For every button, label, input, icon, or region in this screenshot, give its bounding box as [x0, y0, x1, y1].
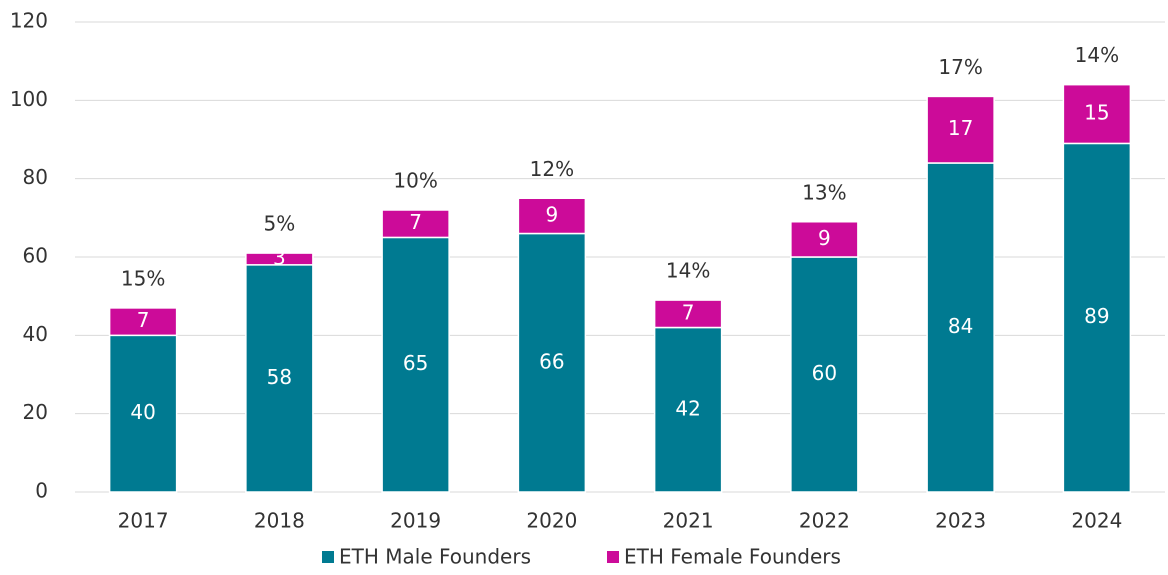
data-label: 9 [818, 226, 831, 250]
y-tick-label: 20 [23, 400, 48, 424]
bar-segment [108, 307, 178, 337]
y-tick-label: 60 [23, 244, 48, 268]
x-tick-label: 2021 [663, 509, 714, 533]
data-label: 42 [675, 396, 700, 420]
data-label: 89 [1084, 304, 1109, 328]
data-label: 9 [546, 202, 559, 226]
bar-segment [245, 252, 314, 266]
bar-segment [653, 299, 723, 329]
annotation: 5% [264, 212, 296, 236]
data-label: 3 [273, 245, 286, 269]
data-label: 17 [948, 116, 973, 140]
data-label: 65 [403, 351, 428, 375]
bar-segment [790, 256, 859, 493]
bar-segment [1062, 142, 1132, 493]
annotation: 13% [802, 180, 846, 204]
x-tick-label: 2017 [118, 509, 169, 533]
x-tick-label: 2022 [799, 509, 850, 533]
data-label: 66 [539, 349, 564, 373]
legend-swatch [322, 551, 334, 563]
annotation: 14% [666, 259, 710, 283]
x-tick-label: 2023 [935, 509, 986, 533]
annotation: 14% [1075, 43, 1119, 67]
data-label: 40 [130, 400, 155, 424]
annotation: 17% [938, 55, 982, 79]
y-tick-label: 40 [23, 322, 48, 346]
bar-segment [1062, 83, 1132, 145]
data-label: 7 [137, 308, 150, 332]
x-tick-label: 2018 [254, 509, 305, 533]
data-label: 58 [267, 365, 292, 389]
y-tick-label: 80 [23, 165, 48, 189]
bar-segment [245, 264, 314, 493]
bar-segment [517, 232, 587, 493]
bar-segment [381, 209, 450, 239]
y-tick-label: 120 [10, 9, 48, 33]
x-tick-label: 2019 [390, 509, 441, 533]
data-label: 7 [682, 300, 695, 324]
bar-segment [653, 326, 723, 493]
bar-segment [517, 197, 587, 235]
data-label: 7 [409, 210, 422, 234]
annotation: 10% [393, 169, 437, 193]
legend-label: ETH Female Founders [624, 545, 841, 569]
data-label: 15 [1084, 101, 1109, 125]
x-tick-label: 2020 [526, 509, 577, 533]
y-tick-label: 0 [35, 479, 48, 503]
legend-label: ETH Male Founders [339, 545, 531, 569]
data-label: 84 [948, 314, 973, 338]
y-tick-label: 100 [10, 87, 48, 111]
data-label: 60 [812, 361, 837, 385]
annotation: 12% [530, 157, 574, 181]
bar-segment [108, 334, 178, 493]
bar-segment [926, 95, 995, 164]
bar-segment [381, 236, 450, 493]
legend-swatch [607, 551, 619, 563]
annotation: 15% [121, 266, 165, 290]
bar-segment [790, 221, 859, 258]
x-tick-label: 2024 [1071, 509, 1122, 533]
